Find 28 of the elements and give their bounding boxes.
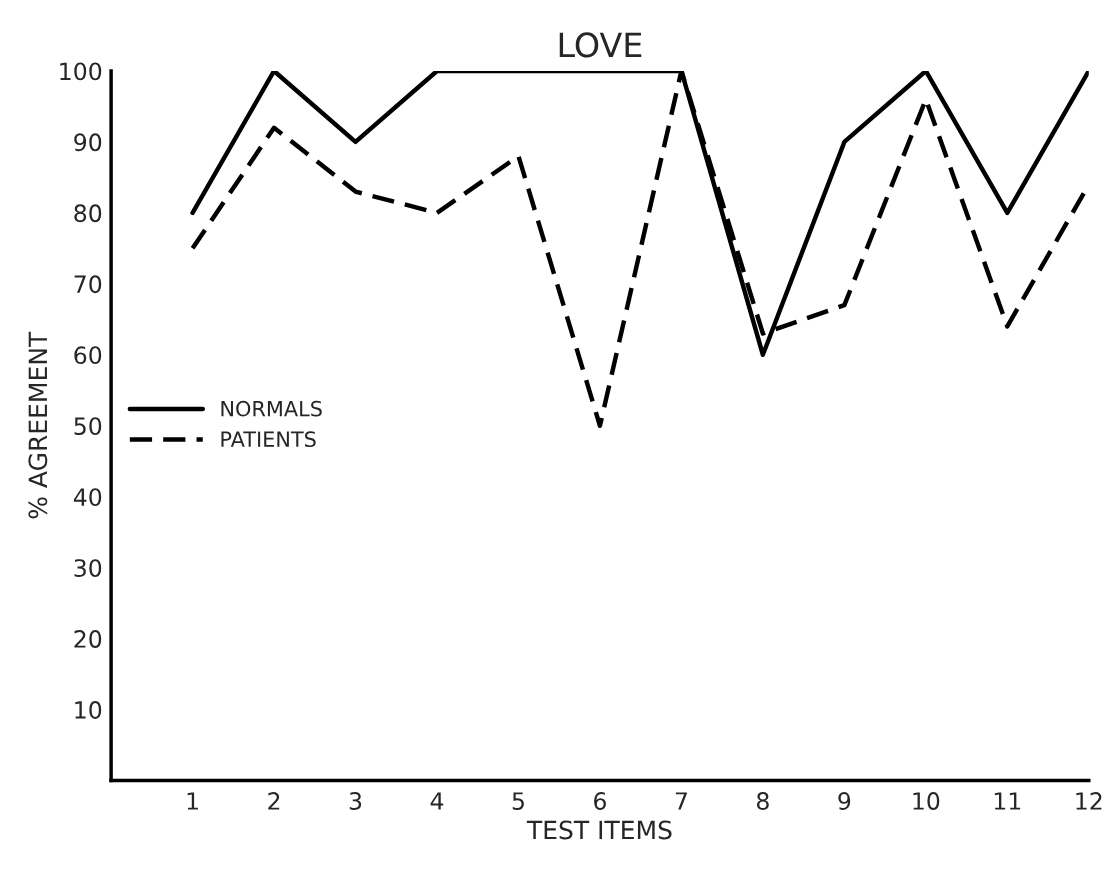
legend-label: NORMALS <box>221 400 322 417</box>
y-tick-label: 80 <box>74 204 102 223</box>
y-tick-label: 30 <box>74 559 102 577</box>
chart-title: LOVE <box>559 32 642 58</box>
y-tick-label: 40 <box>73 488 102 507</box>
x-tick-label: 4 <box>430 792 444 810</box>
x-tick-label: 10 <box>913 792 940 810</box>
x-tick-label: 5 <box>512 792 524 810</box>
y-tick-label: 50 <box>74 417 102 436</box>
x-tick-label: 9 <box>838 792 851 810</box>
x-tick-label: 7 <box>675 792 687 810</box>
y-tick-label: 100 <box>60 62 102 81</box>
x-tick-label: 8 <box>756 792 769 810</box>
line-series <box>190 70 1089 428</box>
x-tick-label: 2 <box>268 792 280 810</box>
x-tick-label: 12 <box>1076 792 1102 810</box>
x-axis-title: TEST ITEMS <box>526 820 672 840</box>
y-axis-title: % AGREEMENT <box>28 331 48 519</box>
x-tick-label: 6 <box>594 792 606 810</box>
y-tick-label: 20 <box>74 630 102 648</box>
y-tick-label: 10 <box>75 701 102 719</box>
legend-label: PATIENTS <box>221 431 316 448</box>
x-tick-label: 3 <box>349 792 362 810</box>
y-tick-label: 90 <box>74 133 102 152</box>
y-tick-label: 70 <box>74 275 102 294</box>
y-tick-label: 60 <box>74 346 102 365</box>
x-tick-label: 11 <box>994 792 1021 810</box>
x-tick-label: 1 <box>187 792 198 810</box>
